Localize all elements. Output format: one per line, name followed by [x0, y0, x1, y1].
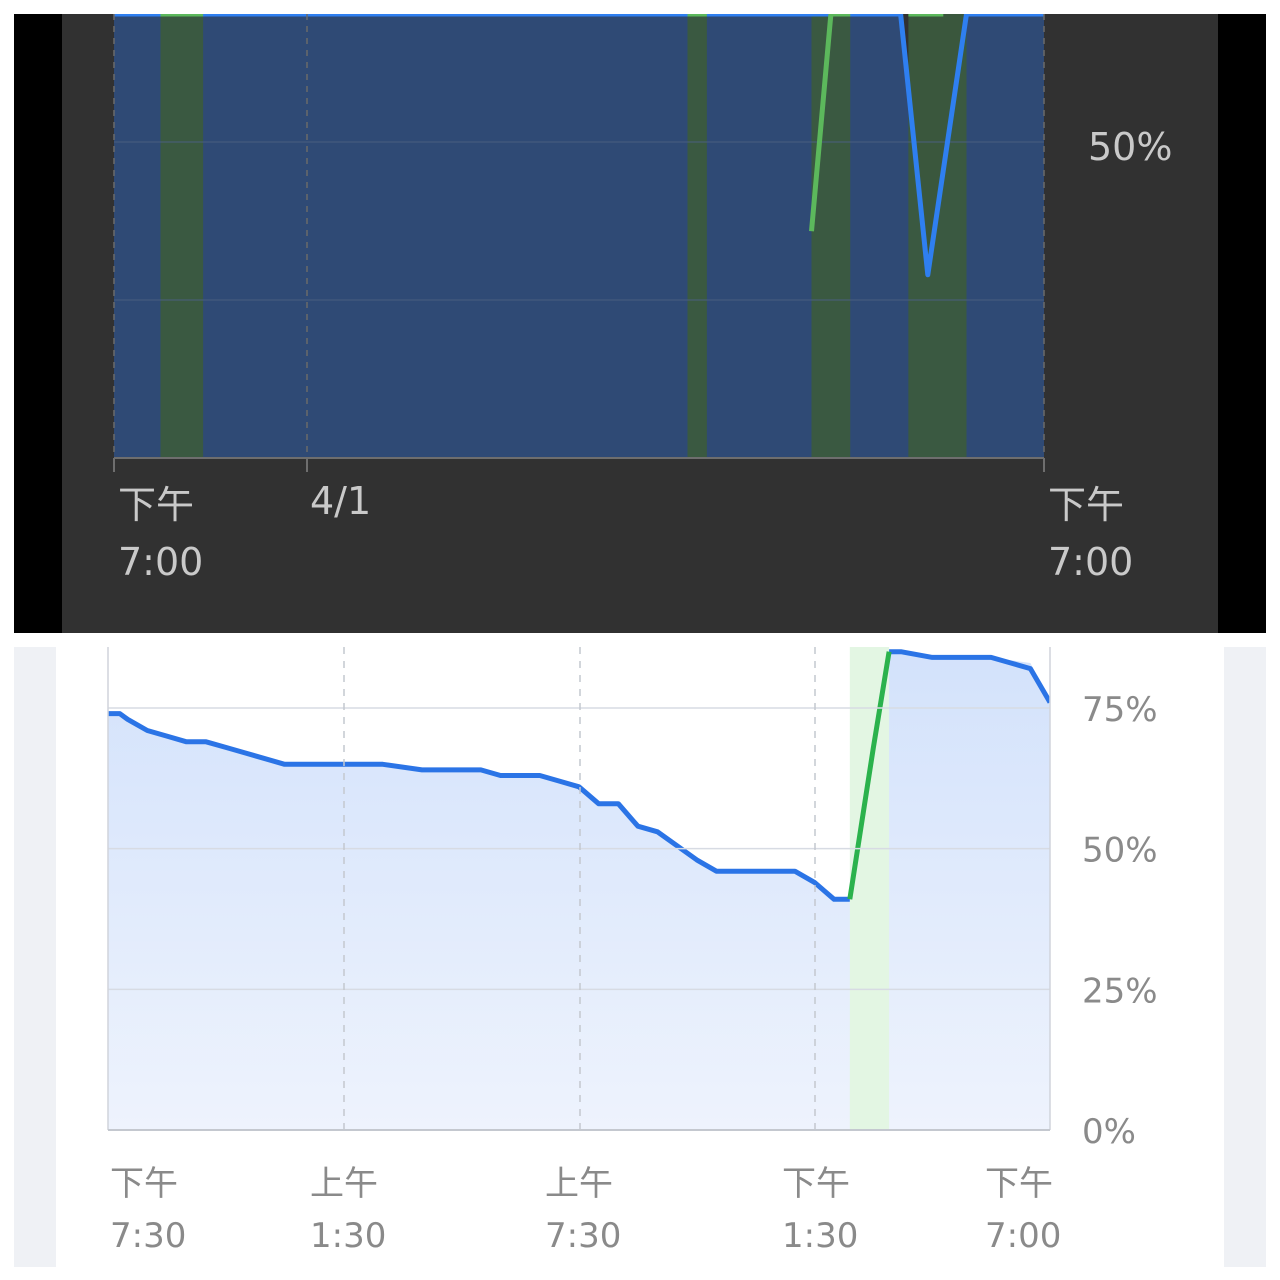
bottom-left-bezel: [14, 647, 56, 1267]
bottom-plot-area: [108, 647, 1050, 1130]
bottom-x-label-period: 上午: [545, 1164, 613, 1204]
bottom-battery-line: [108, 711, 850, 902]
bottom-x-label-time: 7:00: [985, 1216, 1061, 1256]
top-battery-area: [114, 14, 1044, 458]
top-battery-chart: 50% 下午 7:00 4/1 下午 7:00: [113, 14, 1172, 584]
bottom-x-label-time: 1:30: [782, 1216, 858, 1256]
bottom-battery-line-after-charge: [889, 649, 1050, 704]
bottom-x-label-time: 1:30: [310, 1216, 386, 1256]
bottom-battery-area: [108, 651, 1050, 1130]
top-charging-band: [687, 14, 707, 458]
bottom-y-tick-label: 50%: [1082, 831, 1158, 871]
bottom-right-bezel: [1224, 647, 1266, 1267]
bottom-y-tick-label: 25%: [1082, 971, 1158, 1011]
top-charging-band: [811, 14, 851, 458]
bottom-x-label-period: 下午: [782, 1164, 850, 1204]
top-battery-line: [114, 14, 1044, 278]
top-y-tick-label: 50%: [1088, 125, 1172, 169]
bottom-y-tick-label: 75%: [1082, 690, 1158, 730]
bottom-charging-band: [849, 647, 890, 1130]
top-x-label-time: 7:00: [1048, 540, 1133, 584]
bottom-battery-chart: 75% 50% 25% 0% 下午 7:30 上午 1:30 上午 7:30 下午 1:30 下午 7:0…: [107, 647, 1158, 1256]
top-x-label-period: 下午: [1048, 483, 1124, 527]
top-x-label-period: 下午: [118, 483, 194, 527]
bottom-x-label-period: 上午: [310, 1164, 378, 1204]
bottom-x-label-period: 下午: [110, 1164, 178, 1204]
bottom-x-label-period: 下午: [985, 1164, 1053, 1204]
bottom-x-label-time: 7:30: [545, 1216, 621, 1256]
bottom-x-label-time: 7:30: [110, 1216, 186, 1256]
top-plot-area: [114, 14, 1044, 458]
top-charging-line: [809, 14, 851, 232]
top-battery-screenshot: 50% 下午 7:00 4/1 下午 7:00: [14, 14, 1266, 633]
bottom-y-tick-label: 0%: [1082, 1112, 1136, 1152]
top-x-label-date: 4/1: [310, 479, 371, 523]
top-x-label-time: 7:00: [118, 540, 203, 584]
bottom-battery-screenshot: 75% 50% 25% 0% 下午 7:30 上午 1:30 上午 7:30 下午 1:30 下午 7:0…: [0, 647, 1280, 1280]
top-charging-band: [160, 14, 204, 458]
